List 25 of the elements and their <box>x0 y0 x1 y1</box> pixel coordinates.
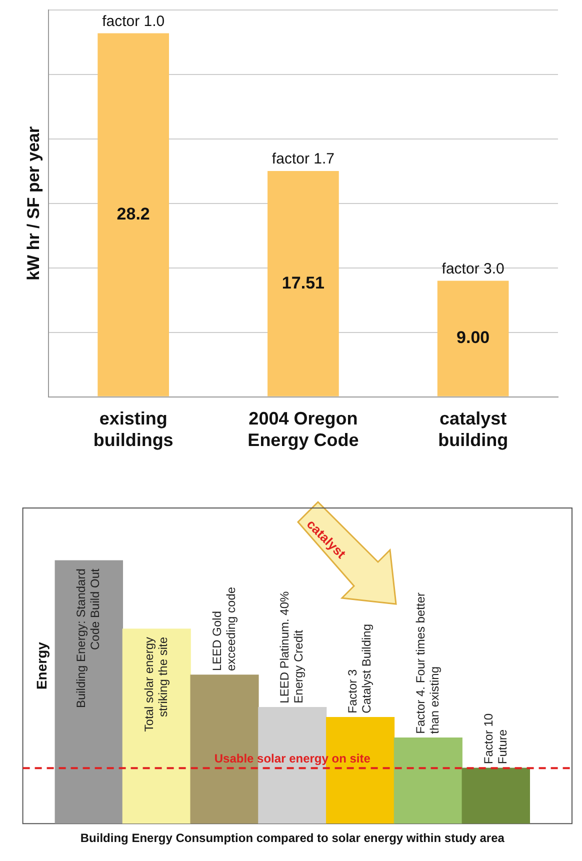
bar <box>462 768 530 824</box>
annotation: factor 3.0 <box>442 260 504 278</box>
bar <box>258 707 327 824</box>
bar <box>54 560 124 824</box>
annotation: factor 1.7 <box>272 150 334 168</box>
x-tick-label: Factor 10 Future <box>481 713 510 764</box>
x-tick-label: LEED Platinum. 40% Energy Credit <box>278 590 306 704</box>
annotation: factor 1.0 <box>102 12 165 30</box>
data-label: 28.2 <box>116 204 150 224</box>
y-axis-title: kW hr / SF per year <box>24 126 43 280</box>
x-axis-title: Building Energy Consumption compared to solar energy within study area <box>80 831 505 846</box>
x-tick-label: Factor 3 Catalyst Building <box>346 624 374 714</box>
y-axis-title: Energy <box>33 642 50 690</box>
x-tick-label: Total solar energy striking the site <box>142 636 170 732</box>
bar <box>190 674 259 824</box>
x-tick-label: existing buildings <box>93 408 174 450</box>
x-tick-label: LEED Gold exceeding code <box>210 586 238 672</box>
x-tick-label: Factor 4. Four times better than existing <box>413 592 442 734</box>
data-label: 17.51 <box>282 273 324 292</box>
x-tick-label: catalyst building <box>438 408 508 450</box>
x-tick-label: Building Energy: Standard Code Build Out <box>74 568 102 708</box>
data-label: 9.00 <box>456 328 490 348</box>
bar <box>394 738 462 824</box>
bar <box>122 628 191 824</box>
x-tick-label: 2004 Oregon Energy Code <box>248 408 359 450</box>
